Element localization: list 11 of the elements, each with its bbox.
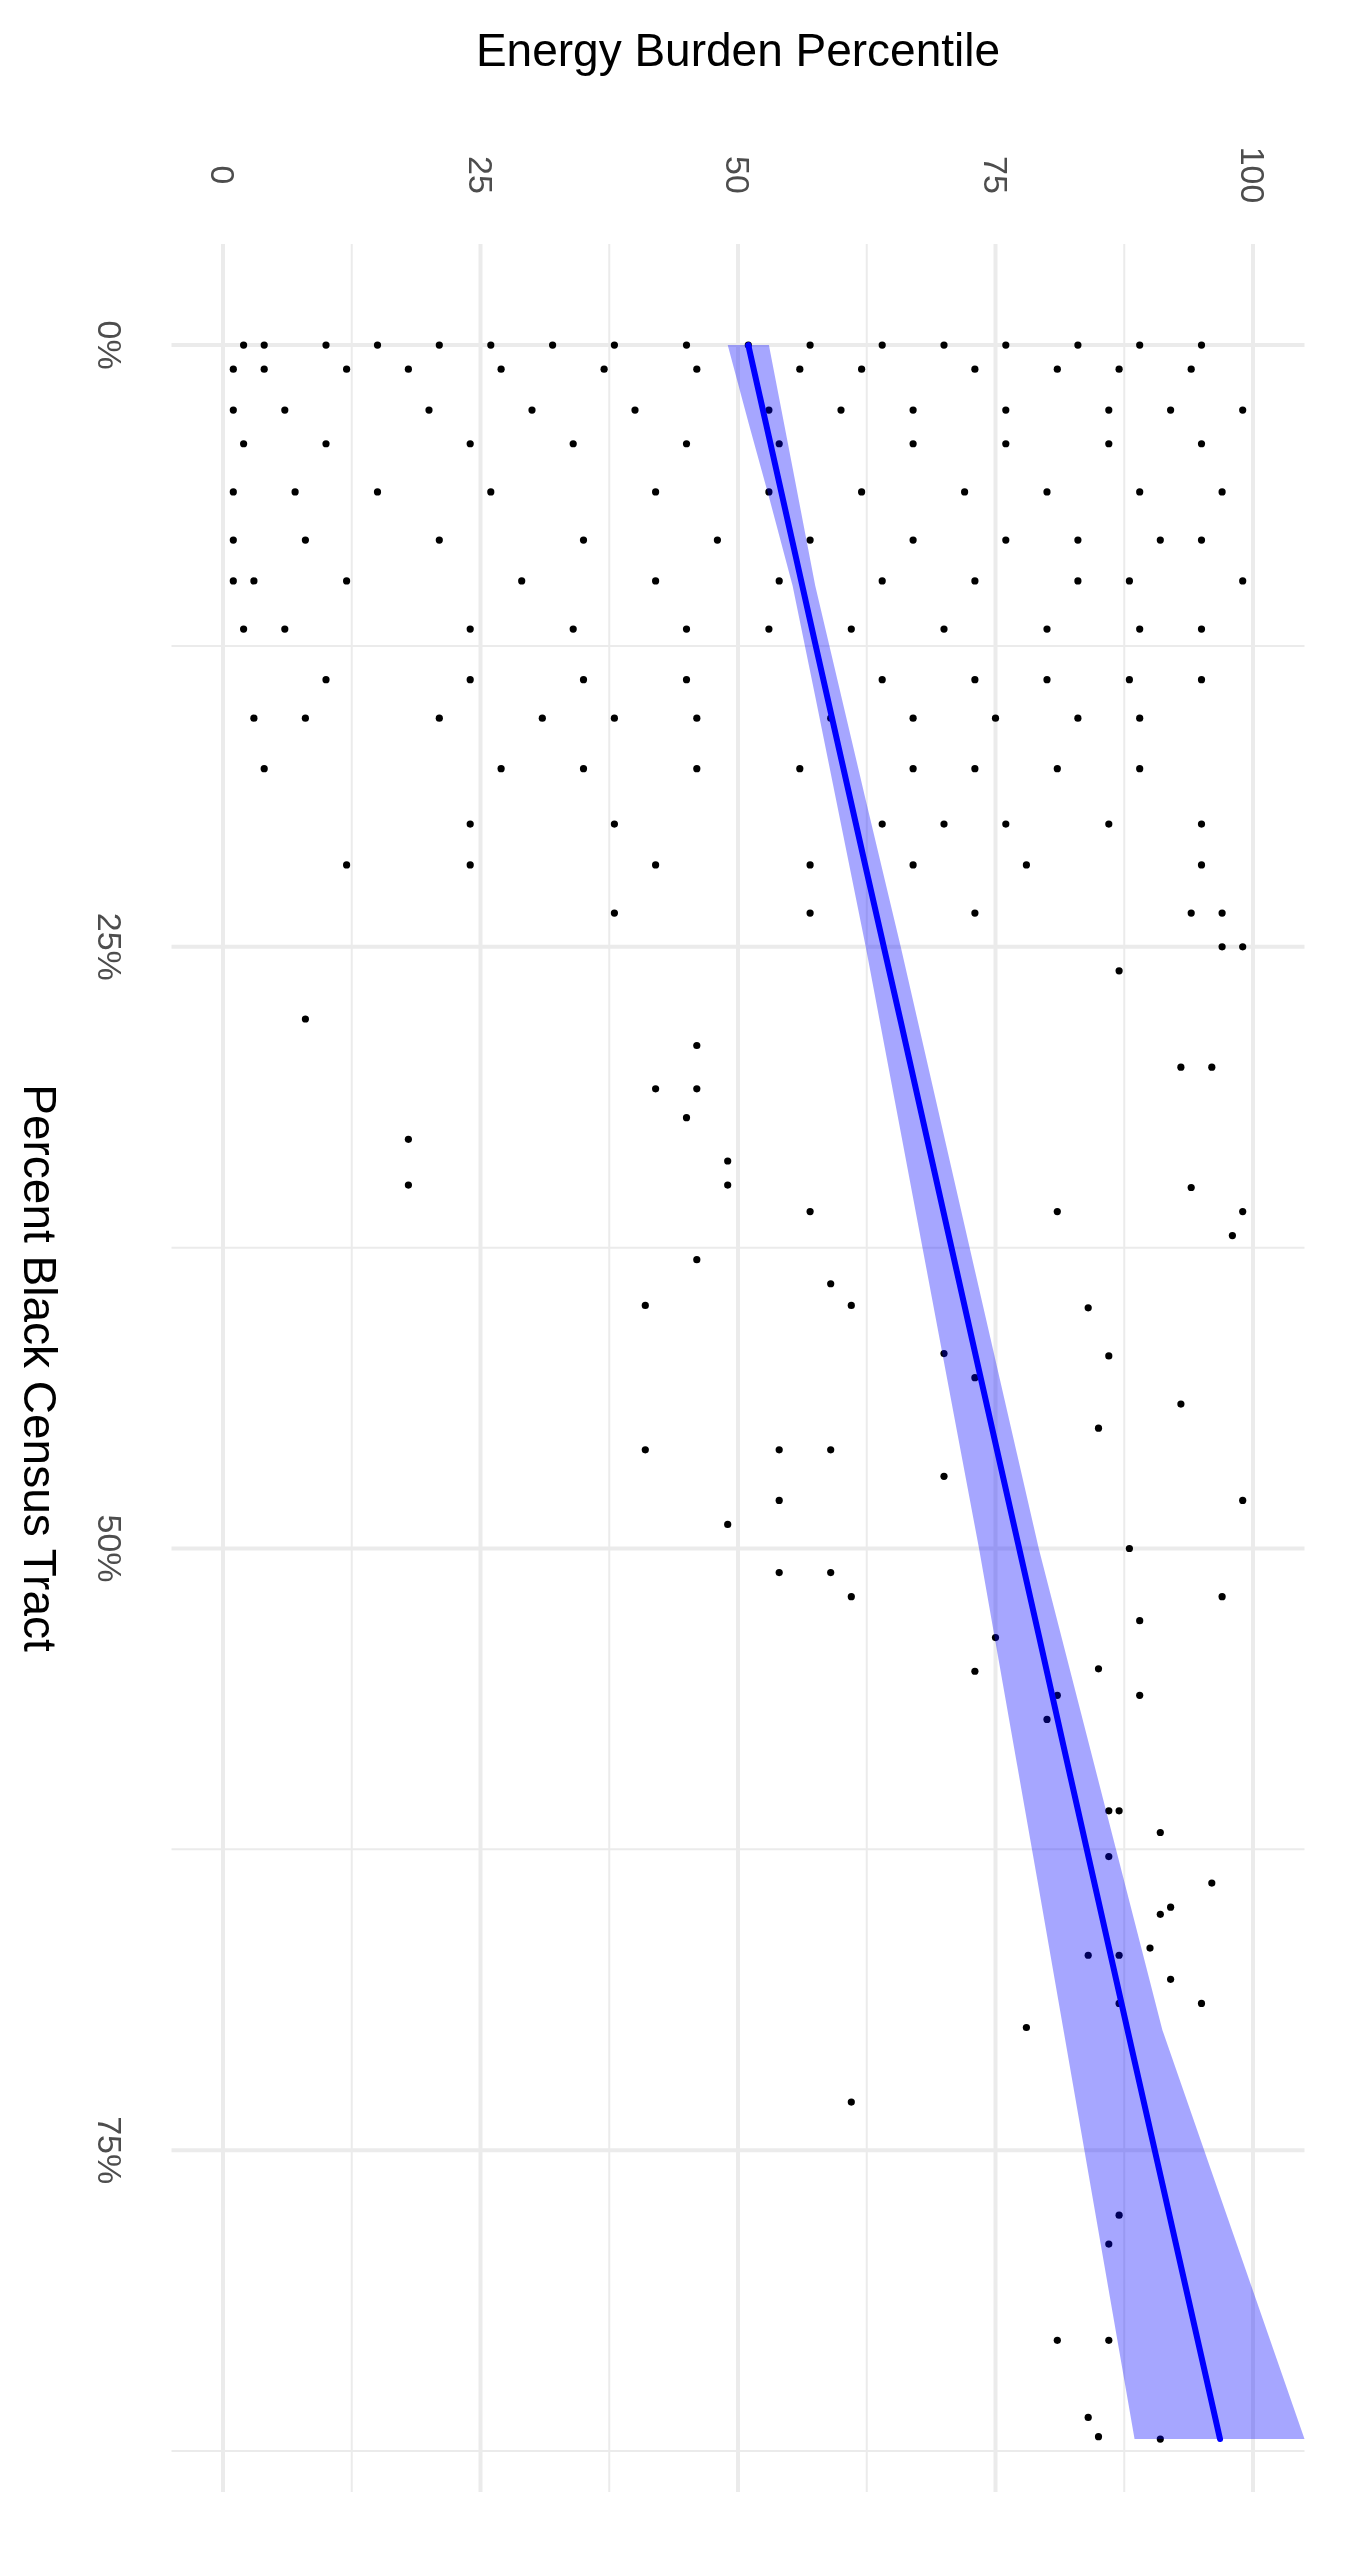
y-tick-label: 75% [91,2116,129,2185]
y-tick-label: 0% [91,320,129,370]
x-tick-label: 50 [719,156,757,194]
x-tick-label: 25 [461,156,500,194]
x-tick-label: 0 [204,165,242,185]
y-axis-title: Percent Black Census Tract [14,1084,66,1652]
x-axis-title: Energy Burden Percentile [475,24,1001,76]
x-tick-label: 100 [1234,146,1272,204]
y-tick-label: 50% [91,1514,129,1583]
x-tick-label: 75 [976,156,1015,194]
y-tick-label: 25% [91,912,129,981]
